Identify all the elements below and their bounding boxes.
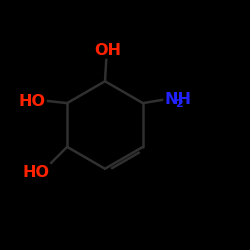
Text: HO: HO xyxy=(19,94,46,108)
Text: OH: OH xyxy=(94,43,121,58)
Text: HO: HO xyxy=(23,165,50,180)
Text: 2: 2 xyxy=(175,100,183,110)
Text: NH: NH xyxy=(164,92,191,108)
